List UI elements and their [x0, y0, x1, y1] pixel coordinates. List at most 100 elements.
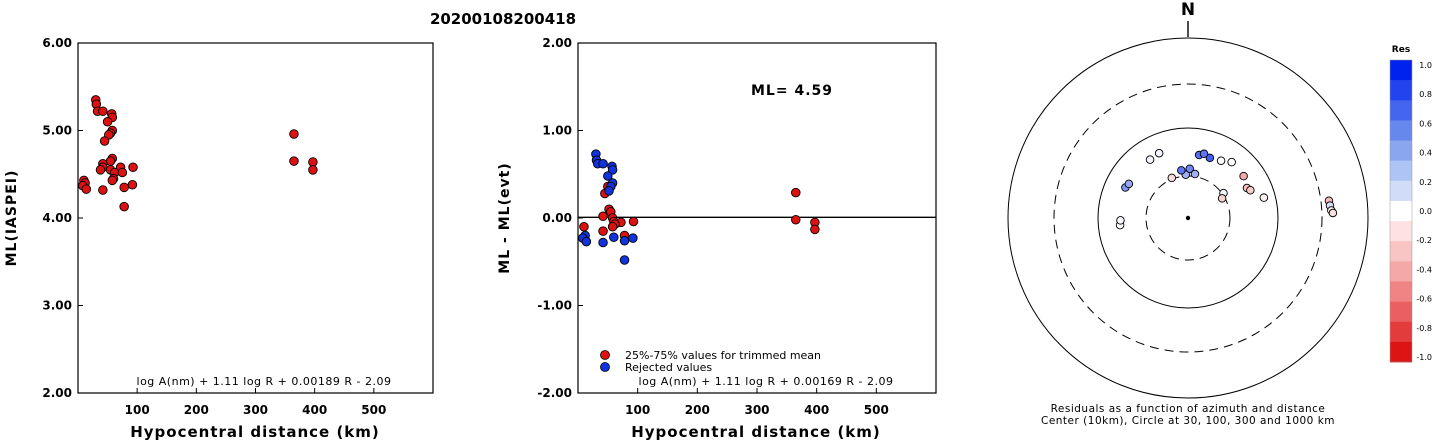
panel1-point: [102, 116, 113, 127]
panel1-point: [127, 179, 138, 190]
panel2-point: [603, 171, 613, 181]
panel2-point: [619, 255, 630, 265]
panel2-point: [791, 214, 801, 225]
panel1-ylabel: ML(IASPEI): [4, 170, 20, 267]
station-point: [1216, 156, 1226, 165]
distance-ring: [1097, 127, 1279, 309]
panel2-ticks: 100 200 300 400 500 -2.00 -1.00 0.00 1.00 2.00: [537, 36, 888, 417]
station-point: [1199, 149, 1209, 159]
legend-label-rejected: Rejected values: [625, 361, 712, 374]
station-point: [1177, 166, 1186, 175]
panel2-point: [607, 165, 618, 175]
panel2-xtick-label: 400: [804, 403, 829, 417]
colorbar-tick-label: -0.8: [1416, 324, 1432, 333]
azimuth-panel: N Residuals as a function of azimuth and…: [1007, 0, 1432, 427]
panel2-ytick-label: 2.00: [542, 36, 572, 50]
panel1-point: [107, 175, 118, 186]
station-point: [1239, 171, 1248, 181]
legend-label-trimmed: 25%-75% values for trimmed mean: [625, 349, 821, 362]
colorbar-segment: [1390, 60, 1412, 81]
station-point: [1205, 153, 1215, 163]
panel2-formula: log A(nm) + 1.11 log R + 0.00169 R - 2.0…: [639, 375, 894, 388]
station-point: [1116, 216, 1125, 225]
panel1-xtick-label: 400: [302, 403, 327, 417]
panel1-point: [289, 129, 299, 139]
colorbar-tick-label: 0.8: [1419, 90, 1432, 99]
colorbar-tick-label: 0.6: [1419, 119, 1432, 128]
panel1-xlabel: Hypocentral distance (km): [130, 423, 380, 441]
legend: 25%-75% values for trimmed mean Rejected…: [600, 349, 821, 374]
colorbar-tick-label: -0.4: [1416, 265, 1432, 274]
panel1-formula: log A(nm) + 1.11 log R + 0.00189 R - 2.0…: [137, 375, 392, 388]
panel1-ytick-label: 4.00: [42, 211, 72, 225]
panel2-point: [810, 224, 820, 235]
panel2-ytick-label: 0.00: [542, 211, 572, 225]
panel1-point: [98, 185, 108, 195]
legend-swatch-trimmed: [600, 350, 610, 360]
panel2-point: [609, 232, 619, 242]
colorbar-segment: [1390, 100, 1412, 121]
polar-caption-1: Residuals as a function of azimuth and d…: [1051, 403, 1326, 415]
north-label: N: [1181, 0, 1195, 20]
colorbar-segment: [1390, 301, 1412, 323]
ml-annotation: ML= 4.59: [751, 83, 833, 99]
colorbar-segment: [1390, 221, 1412, 242]
panel1-ytick-label: 6.00: [42, 36, 72, 50]
colorbar: 1.0 0.8 0.6 0.4 0.2 0.0 -0.2 -0.4 -0.6 -0.8 -1.0: [1389, 59, 1432, 363]
panel1-ytick-label: 5.00: [42, 124, 72, 138]
panel2-point: [581, 236, 592, 247]
panel2-point: [598, 237, 608, 248]
panel2-point: [598, 158, 608, 169]
panel2-points: [578, 149, 820, 265]
distance-ring: [1007, 37, 1369, 399]
colorbar-tick-label: -0.2: [1416, 236, 1432, 245]
panel2-xtick-label: 500: [864, 403, 889, 417]
colorbar-segment: [1390, 281, 1412, 303]
colorbar-tick-label: -0.6: [1416, 295, 1432, 304]
panel1-point: [117, 167, 128, 178]
panel1-point: [289, 156, 299, 166]
colorbar-segment: [1390, 140, 1412, 162]
panel2-xtick-label: 100: [625, 403, 650, 417]
colorbar-segment: [1390, 120, 1412, 142]
panel2-point: [791, 187, 801, 198]
panel1-point: [308, 157, 318, 167]
panel2-point: [604, 186, 614, 196]
distance-rings: [1007, 37, 1369, 399]
station-point: [1185, 164, 1194, 174]
panel1-point: [308, 165, 318, 175]
colorbar-segment: [1390, 200, 1412, 222]
panel2-xtick-label: 200: [685, 403, 710, 417]
panel2-point: [579, 221, 589, 232]
station-point: [1328, 208, 1338, 218]
panel2-point: [607, 221, 618, 232]
panel1-point: [119, 201, 129, 212]
station-point: [1190, 169, 1200, 179]
station-point: [1154, 148, 1164, 158]
colorbar-segment: [1390, 341, 1412, 363]
panel2-ytick-label: -1.00: [537, 299, 572, 313]
panel1-ticks: 100 200 300 400 500 2.00 3.00 4.00 5.00 6.00: [42, 36, 386, 417]
colorbar-tick-label: -1.0: [1416, 353, 1432, 362]
panel2-xtick-label: 300: [744, 403, 769, 417]
epicenter-dot: [1185, 215, 1191, 221]
station-point: [1124, 179, 1134, 189]
panel1-xtick-label: 200: [184, 403, 209, 417]
colorbar-tick-label: 1.0: [1419, 61, 1432, 70]
panel1-xtick-label: 300: [243, 403, 268, 417]
station-point: [1227, 157, 1236, 167]
polar-caption-2: Center (10km), Circle at 30, 100, 300 an…: [1041, 415, 1335, 427]
station-point: [1259, 193, 1269, 202]
ml-vs-distance-panel: ML(IASPEI) Hypocentral distance (km) log…: [4, 36, 434, 441]
station-point: [1217, 194, 1227, 203]
figure-title: 20200108200418: [430, 10, 576, 28]
panel1-ytick-label: 3.00: [42, 299, 72, 313]
panel1-points: [77, 95, 318, 212]
residual-vs-distance-panel: ML - ML(evt) Hypocentral distance (km) M…: [497, 36, 937, 441]
panel2-point: [628, 233, 638, 243]
panel2-point: [598, 226, 608, 236]
colorbar-segment: [1390, 80, 1412, 101]
colorbar-frame: [1389, 59, 1413, 363]
colorbar-segment: [1390, 321, 1412, 343]
